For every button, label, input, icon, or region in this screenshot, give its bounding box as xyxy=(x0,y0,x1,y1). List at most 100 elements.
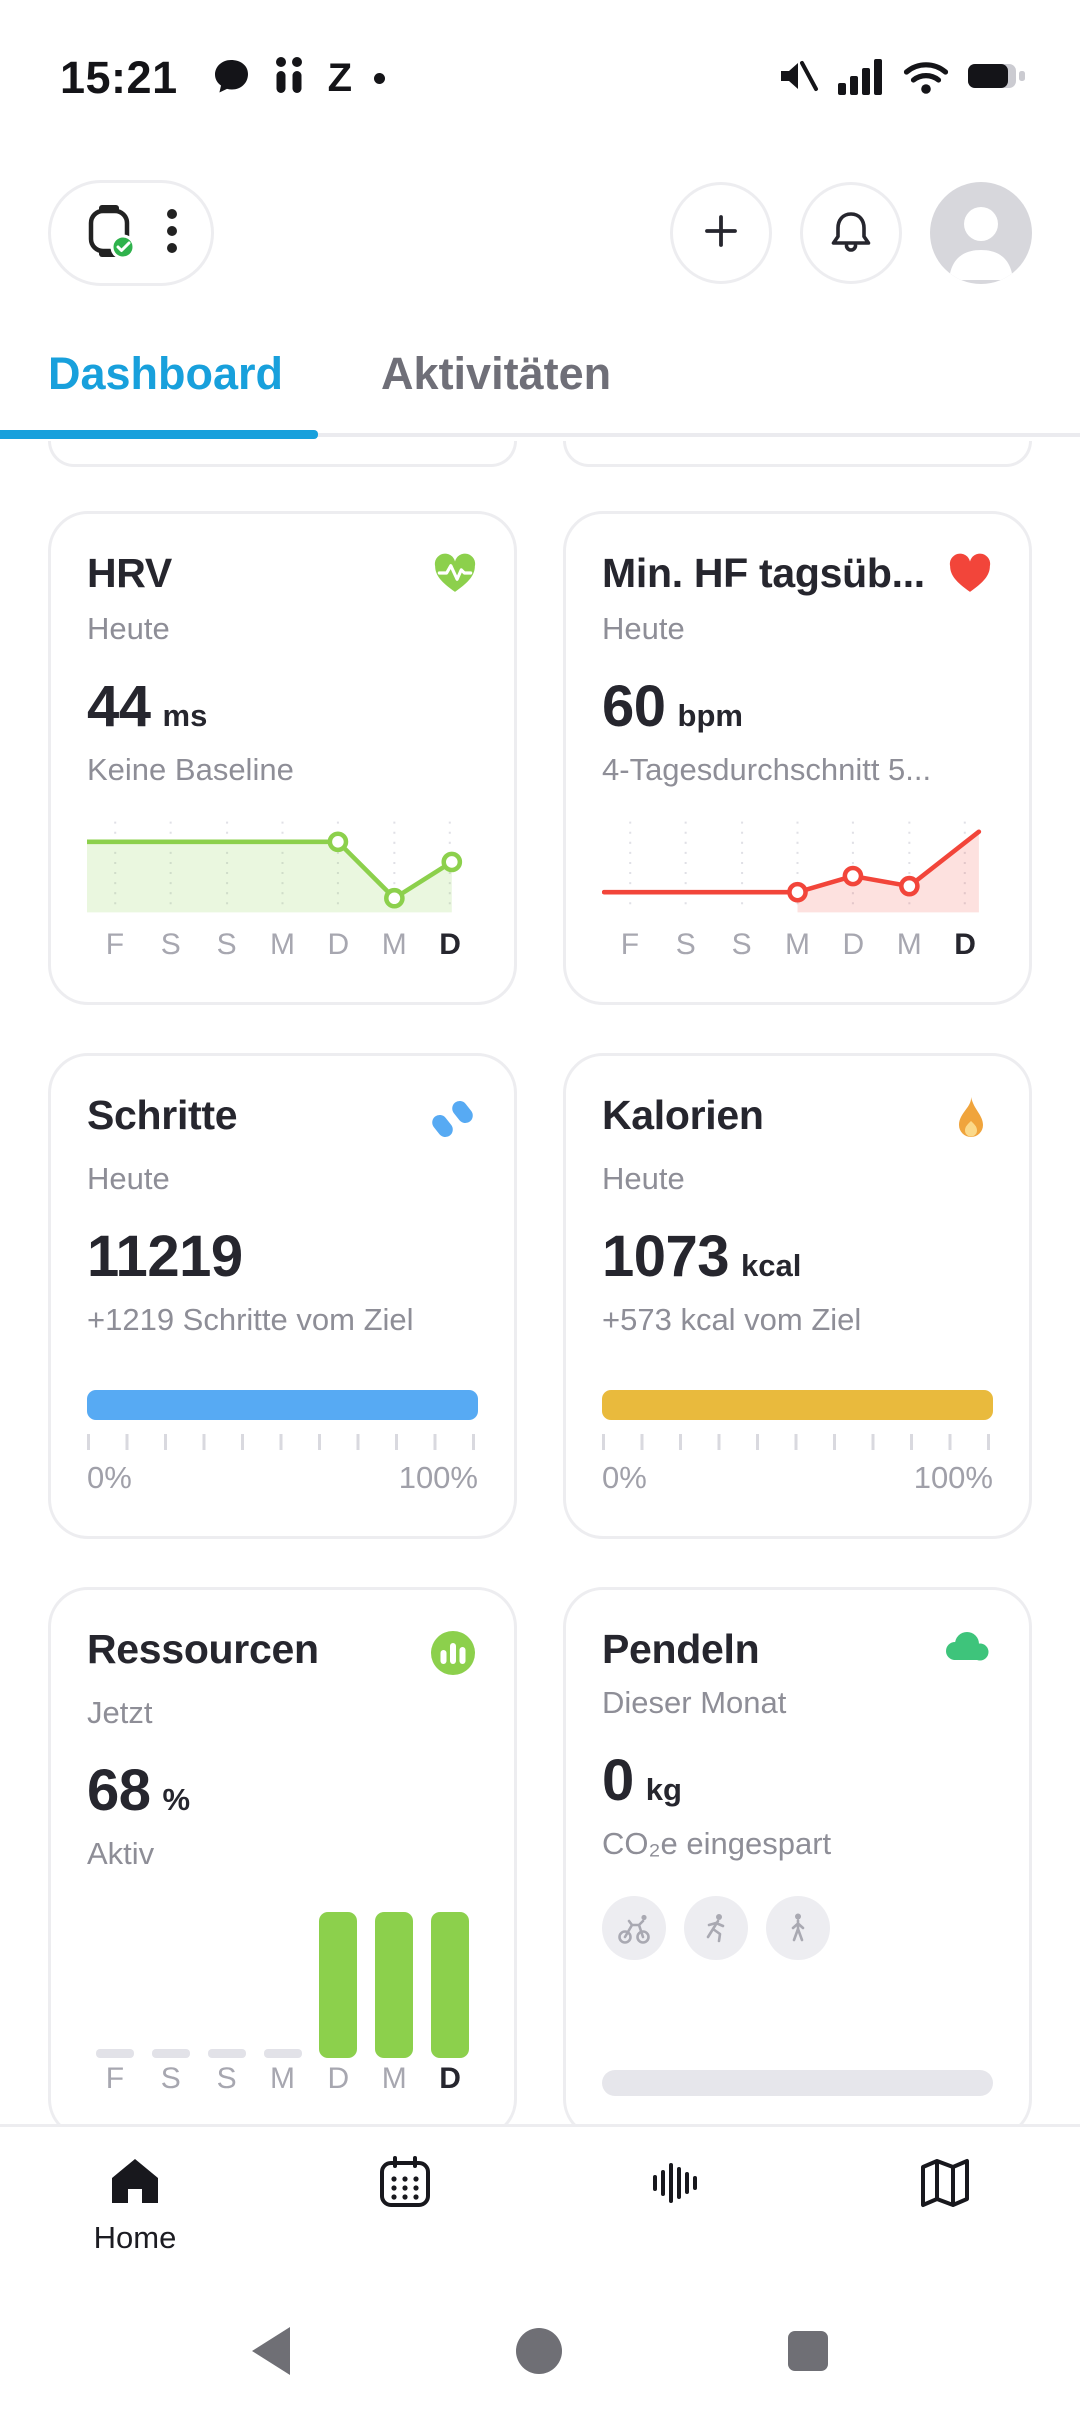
day-label: M xyxy=(381,2062,407,2095)
walking-icon xyxy=(766,1896,830,1960)
scale-min-label: 0% xyxy=(602,1460,647,1495)
card-subtitle: 4-Tagesdurchschnitt 5... xyxy=(602,752,932,787)
mute-icon xyxy=(776,56,820,101)
cycling-icon xyxy=(602,1896,666,1960)
hrv-card[interactable]: HRV Heute 44 ms Keine Baseline xyxy=(48,511,517,1005)
day-label: M xyxy=(785,928,810,961)
nav-calendar[interactable] xyxy=(270,2127,540,2292)
hrv-sparkline-chart xyxy=(87,821,463,913)
card-value: 11219 xyxy=(87,1224,243,1289)
nav-statistics[interactable] xyxy=(540,2127,810,2292)
resources-bar xyxy=(375,1912,414,2058)
heart-icon xyxy=(947,552,993,599)
card-value: 68 xyxy=(87,1758,151,1823)
status-bar: 15:21 Z xyxy=(0,0,1080,130)
no-data-dash xyxy=(95,2049,134,2058)
android-back-button[interactable] xyxy=(252,2327,290,2375)
card-title: Kalorien xyxy=(602,1092,764,1138)
commute-progress-bar xyxy=(602,2070,993,2096)
kebab-menu-icon[interactable] xyxy=(165,206,179,261)
avatar[interactable] xyxy=(930,182,1032,284)
card-title: HRV xyxy=(87,550,172,596)
min-hf-card[interactable]: Min. HF tagsüb... Heute 60 bpm 4-Tagesdu… xyxy=(563,511,1032,1005)
day-label: M xyxy=(270,928,295,961)
android-nav-bar xyxy=(0,2292,1080,2410)
active-tab-indicator xyxy=(0,430,318,439)
card-subtitle: CO₂e eingespart xyxy=(602,1826,832,1861)
no-data-dash xyxy=(207,2049,246,2058)
dashboard-card-grid: HRV Heute 44 ms Keine Baseline xyxy=(0,511,1080,2139)
day-label: M xyxy=(270,2062,295,2095)
day-label: D xyxy=(327,2062,350,2095)
tab-underline xyxy=(0,430,1080,439)
day-label: D xyxy=(842,928,865,961)
watch-icon xyxy=(83,203,136,264)
card-subtitle: +573 kcal vom Ziel xyxy=(602,1302,862,1337)
day-label: S xyxy=(216,2062,237,2095)
add-button[interactable] xyxy=(670,182,772,284)
day-label: S xyxy=(731,928,752,961)
calendar-icon xyxy=(377,2155,433,2216)
tab-bar: Dashboard Aktivitäten xyxy=(0,348,1080,400)
tab-dashboard[interactable]: Dashboard xyxy=(48,348,284,399)
signal-icon xyxy=(838,57,884,100)
tab-divider xyxy=(0,433,1080,437)
wifi-icon xyxy=(902,57,950,100)
card-subtitle: Aktiv xyxy=(87,1836,155,1871)
day-label: S xyxy=(675,928,696,961)
z-app-icon: Z xyxy=(327,56,353,100)
resources-bar xyxy=(431,1912,470,2058)
heart-pulse-icon xyxy=(432,552,478,599)
speech-bubble-icon xyxy=(212,57,250,100)
card-subtitle: Keine Baseline xyxy=(87,752,294,787)
partial-card-right[interactable] xyxy=(563,441,1032,467)
kalorien-card[interactable]: Kalorien Heute 1073 kcal +573 kcal vom Z… xyxy=(563,1053,1032,1539)
steps-progress-bar xyxy=(87,1390,478,1420)
progress-scale-ticks xyxy=(87,1434,478,1450)
day-label: M xyxy=(896,928,922,961)
day-label: F xyxy=(105,928,125,961)
plus-icon xyxy=(699,209,743,258)
bottom-nav: Home xyxy=(0,2124,1080,2292)
card-title: Ressourcen xyxy=(87,1626,319,1672)
header xyxy=(0,180,1080,286)
android-home-button[interactable] xyxy=(516,2328,562,2374)
no-data-dash xyxy=(263,2049,302,2058)
day-label: D xyxy=(439,2062,461,2095)
schritte-card[interactable]: Schritte Heute 11219 +1219 Schritte vom … xyxy=(48,1053,517,1539)
home-icon xyxy=(106,2155,164,2212)
tab-aktivitaeten[interactable]: Aktivitäten xyxy=(381,348,612,399)
card-unit: bpm xyxy=(677,698,743,733)
pendeln-card[interactable]: Pendeln Dieser Monat 0 kg CO₂e eingespar… xyxy=(563,1587,1032,2139)
partial-card-left[interactable] xyxy=(48,441,517,467)
ressourcen-card[interactable]: Ressourcen Jetzt 68 % Aktiv F S xyxy=(48,1587,517,2139)
card-period: Heute xyxy=(602,1161,685,1196)
card-value: 60 xyxy=(602,674,666,739)
card-unit: % xyxy=(162,1782,191,1817)
nav-map[interactable] xyxy=(810,2127,1080,2292)
running-icon xyxy=(684,1896,748,1960)
scale-max-label: 100% xyxy=(913,1460,993,1495)
cloud-icon xyxy=(941,1628,993,1669)
scrolled-cards-row xyxy=(0,441,1080,467)
day-label: S xyxy=(160,928,181,961)
day-label: S xyxy=(216,928,237,961)
calories-progress-bar xyxy=(602,1390,993,1420)
watch-device-button[interactable] xyxy=(48,180,214,286)
card-subtitle: +1219 Schritte vom Ziel xyxy=(87,1302,414,1337)
status-time: 15:21 xyxy=(60,52,178,103)
steps-icon xyxy=(428,1094,478,1149)
card-value: 44 xyxy=(87,674,151,739)
card-period: Dieser Monat xyxy=(602,1685,787,1720)
nav-home[interactable]: Home xyxy=(0,2127,270,2292)
scale-max-label: 100% xyxy=(398,1460,478,1495)
day-label: M xyxy=(381,928,407,961)
day-label: D xyxy=(327,928,350,961)
day-label: S xyxy=(160,2062,181,2095)
card-unit: kcal xyxy=(741,1248,802,1283)
android-recents-button[interactable] xyxy=(788,2331,828,2371)
notifications-button[interactable] xyxy=(800,182,902,284)
